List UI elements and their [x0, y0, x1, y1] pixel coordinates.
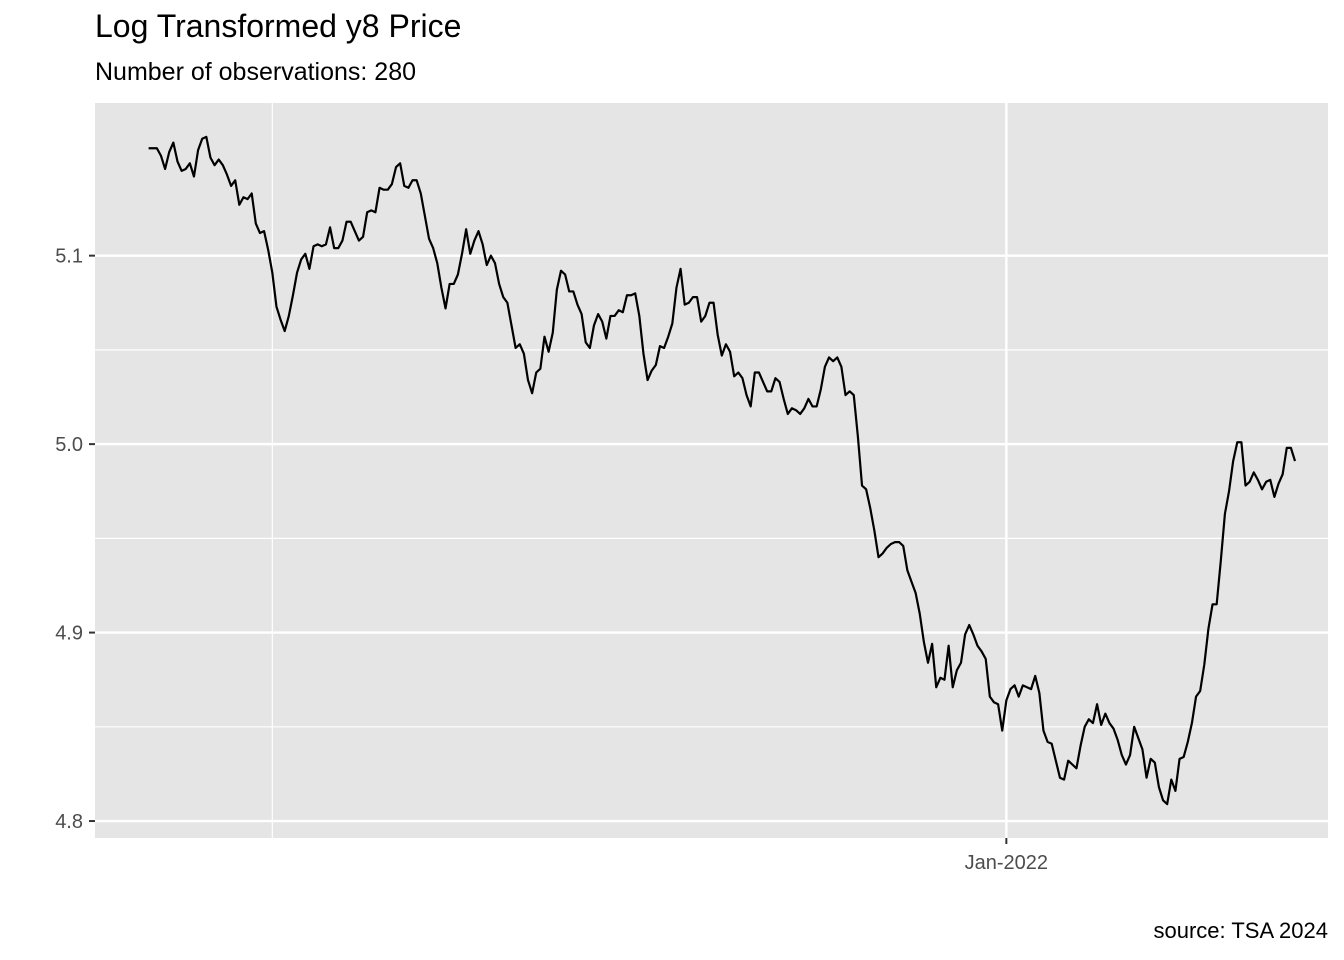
- chart-caption: source: TSA 2024: [1153, 918, 1329, 943]
- series-layer: [148, 135, 1297, 806]
- plot-panel: [95, 103, 1328, 838]
- y-tick-label: 4.8: [55, 811, 83, 833]
- y-tick-label: 5.1: [55, 246, 83, 268]
- minor-gridlines: [95, 103, 1328, 838]
- x-tick-label: Jan-2022: [965, 852, 1048, 874]
- chart-title: Log Transformed y8 Price: [95, 8, 462, 44]
- major-gridlines: [95, 103, 1328, 838]
- series-line: [148, 135, 1297, 806]
- chart-subtitle: Number of observations: 280: [95, 58, 417, 86]
- y-tick-label: 4.9: [55, 623, 83, 645]
- axis-layer: 4.8 4.9 5.0 5.1 Jan-2022: [55, 246, 1048, 874]
- y-tick-label: 5.0: [55, 434, 83, 456]
